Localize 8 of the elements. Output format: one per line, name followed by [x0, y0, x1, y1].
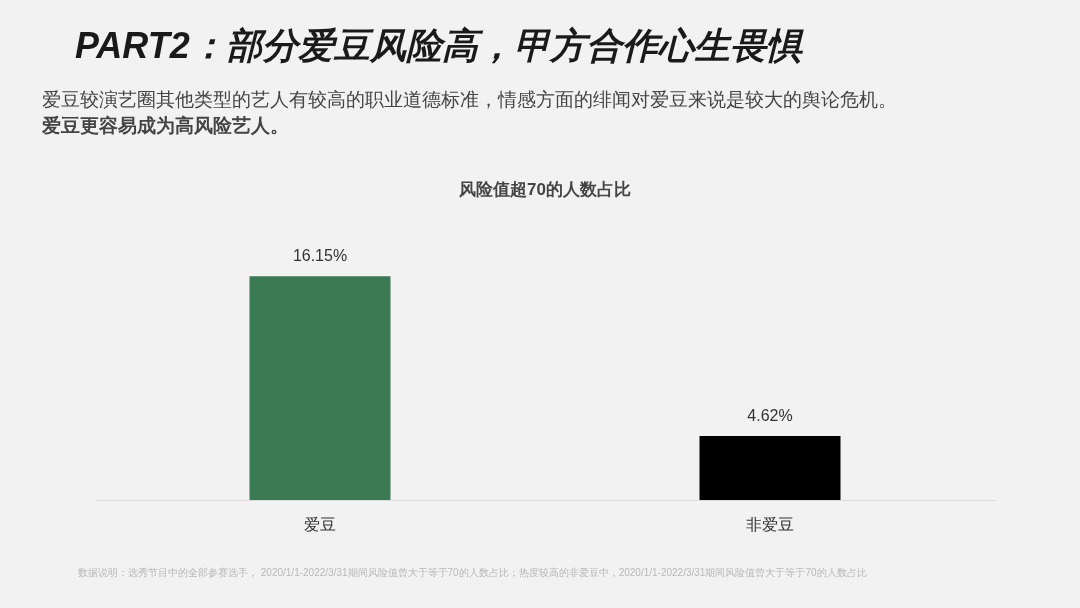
- x-tick-label: 非爱豆: [746, 515, 794, 533]
- data-label: 16.15%: [292, 247, 348, 265]
- data-label: 4.62%: [747, 406, 793, 424]
- text: 爱豆较演艺圈其他类型的艺人有较高的职业道德标准，情感方面的绯闻对爱豆来说是较大的舆论危机。: [42, 89, 897, 110]
- text: 风险值超70的人数占比: [458, 180, 631, 199]
- x-tick-label: 爱豆: [304, 515, 336, 533]
- text: 爱豆更容易成为高风险艺人。: [42, 115, 289, 136]
- chart-title: PART2：部分爱豆风险高，甲方合作心生畏惧: [75, 25, 804, 66]
